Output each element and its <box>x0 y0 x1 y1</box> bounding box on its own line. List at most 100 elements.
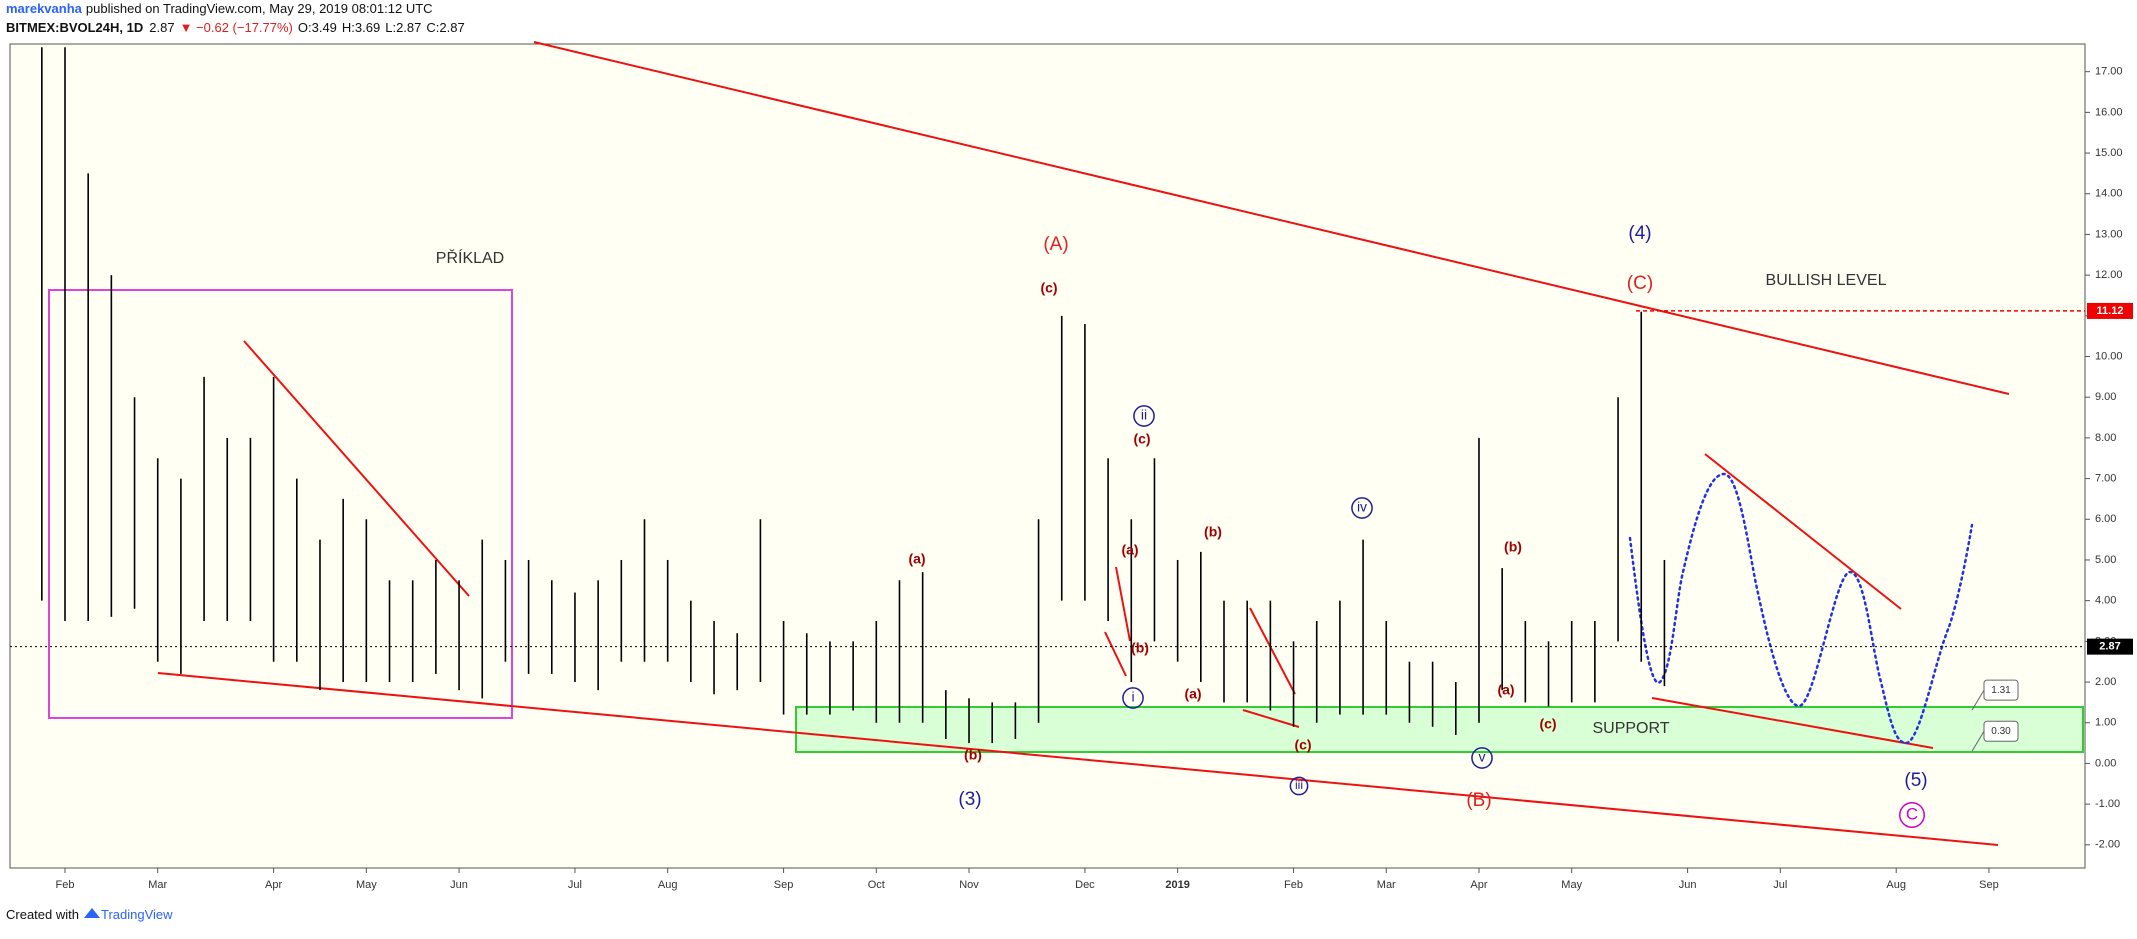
x-tick-label: Feb <box>56 879 75 891</box>
annotation: (a) <box>1184 686 1201 702</box>
annotation: (5) <box>1904 770 1927 791</box>
annotation: (A) <box>1043 234 1068 255</box>
annotation: (4) <box>1628 223 1651 244</box>
callout-leader <box>1971 689 1985 711</box>
annotation: (a) <box>1497 682 1514 698</box>
annotation-circle <box>1351 497 1373 519</box>
y-tick-label: 13.00 <box>2095 228 2123 240</box>
change: ▼ −0.62 (−17.77%) <box>180 20 293 35</box>
created: Created with <box>6 907 79 922</box>
annotation-circle <box>1289 776 1309 796</box>
y-tick-label: 6.00 <box>2095 513 2116 525</box>
y-tick-label: 1.00 <box>2095 717 2116 729</box>
y-tick-label: 12.00 <box>2095 269 2123 281</box>
y-tick-label: 14.00 <box>2095 188 2123 200</box>
support-zone <box>795 706 2084 753</box>
y-tick-label: 15.00 <box>2095 147 2123 159</box>
annotation: ii <box>1141 407 1147 423</box>
annotation: iv <box>1357 499 1367 515</box>
symbol: BITMEX:BVOL24H, 1D <box>6 20 143 35</box>
drawings <box>48 41 2084 846</box>
y-tick-label: 10.00 <box>2095 350 2123 362</box>
annotation: BULLISH LEVEL <box>1766 272 1887 289</box>
trendline <box>1704 453 1902 610</box>
callout-label: 0.30 <box>1991 726 2011 737</box>
annotation: (c) <box>1133 431 1150 447</box>
y-tick-label: 9.00 <box>2095 391 2116 403</box>
annotation: (b) <box>1204 524 1222 540</box>
annotation-circle <box>1471 747 1493 769</box>
header-line-1: marekvanha published on TradingView.com, … <box>6 1 433 16</box>
annotation-circle <box>1899 802 1925 828</box>
y-tick-label: -2.00 <box>2095 839 2120 851</box>
trendline <box>1115 566 1131 642</box>
y-tick-label: 5.00 <box>2095 554 2116 566</box>
annotation: (B) <box>1466 790 1491 811</box>
annotation: (c) <box>1539 716 1556 732</box>
x-tick-label: Mar <box>148 879 167 891</box>
annotation-circle <box>1133 405 1155 427</box>
x-tick-label: Jul <box>568 879 582 891</box>
trendline <box>1249 607 1296 695</box>
annotation: (a) <box>1121 542 1138 558</box>
annotation: (b) <box>1504 539 1522 555</box>
trendline <box>533 41 2010 395</box>
annotation: SUPPORT <box>1592 720 1669 737</box>
x-tick-label: Aug <box>658 879 678 891</box>
x-tick-label: Jul <box>1773 879 1787 891</box>
brand[interactable]: TradingView <box>101 907 173 922</box>
annotation: v <box>1479 749 1486 765</box>
trendline <box>157 672 1999 846</box>
annotation: i <box>1131 689 1134 705</box>
x-tick-label: Jun <box>450 879 468 891</box>
price-bars <box>41 47 1666 744</box>
x-tick-label: Nov <box>959 879 979 891</box>
callout-leader <box>1971 730 1985 752</box>
price-label-box <box>2087 638 2133 655</box>
ohlc-low: L:2.87 <box>385 20 421 35</box>
callout-box <box>1983 720 2019 742</box>
x-tick-label: May <box>1561 879 1582 891</box>
trendline <box>1651 697 1934 749</box>
x-tick-label: Aug <box>1886 879 1906 891</box>
x-tick-label: Feb <box>1284 879 1303 891</box>
annotation: iii <box>1295 778 1303 792</box>
x-tick-label: Sep <box>774 879 794 891</box>
annotation: PŘÍKLAD <box>436 248 504 267</box>
x-tick-label: Jun <box>1679 879 1697 891</box>
author[interactable]: marekvanha <box>6 1 83 16</box>
x-tick-label: Mar <box>1377 879 1396 891</box>
x-tick-label: Apr <box>265 879 282 891</box>
x-tick-label: Apr <box>1470 879 1487 891</box>
y-tick-label: 8.00 <box>2095 432 2116 444</box>
example-box <box>48 289 513 719</box>
y-tick-label: 2.00 <box>2095 676 2116 688</box>
annotation: (c) <box>1294 737 1311 753</box>
annotation: (3) <box>958 789 981 810</box>
annotation: (a) <box>908 551 925 567</box>
trendline <box>1242 709 1300 728</box>
header-line-2: BITMEX:BVOL24H, 1D 2.87 ▼ −0.62 (−17.77%) O… <box>6 20 465 35</box>
y-tick-label: -1.00 <box>2095 798 2120 810</box>
published: published on TradingView.com, May 29, 20… <box>86 1 433 16</box>
x-tick-label: Sep <box>1979 879 1999 891</box>
ohlc-high: H:3.69 <box>342 20 380 35</box>
y-tick-label: 17.00 <box>2095 66 2123 78</box>
projected-path <box>1628 472 1974 745</box>
x-tick-label: May <box>356 879 377 891</box>
brand-logo <box>84 908 100 918</box>
trendline <box>1104 631 1127 677</box>
annotation: (b) <box>1131 640 1149 656</box>
callout-label: 1.31 <box>1991 685 2011 696</box>
callout-box <box>1983 679 2019 701</box>
trendline <box>243 340 470 597</box>
x-tick-label: Oct <box>868 879 885 891</box>
x-tick-label: 2019 <box>1165 879 1189 891</box>
y-tick-label: 4.00 <box>2095 595 2116 607</box>
price-label: 11.12 <box>2097 305 2124 317</box>
ohlc-open: O:3.49 <box>298 20 337 35</box>
ohlc-close: C:2.87 <box>426 20 464 35</box>
price-label-box <box>2087 302 2133 319</box>
